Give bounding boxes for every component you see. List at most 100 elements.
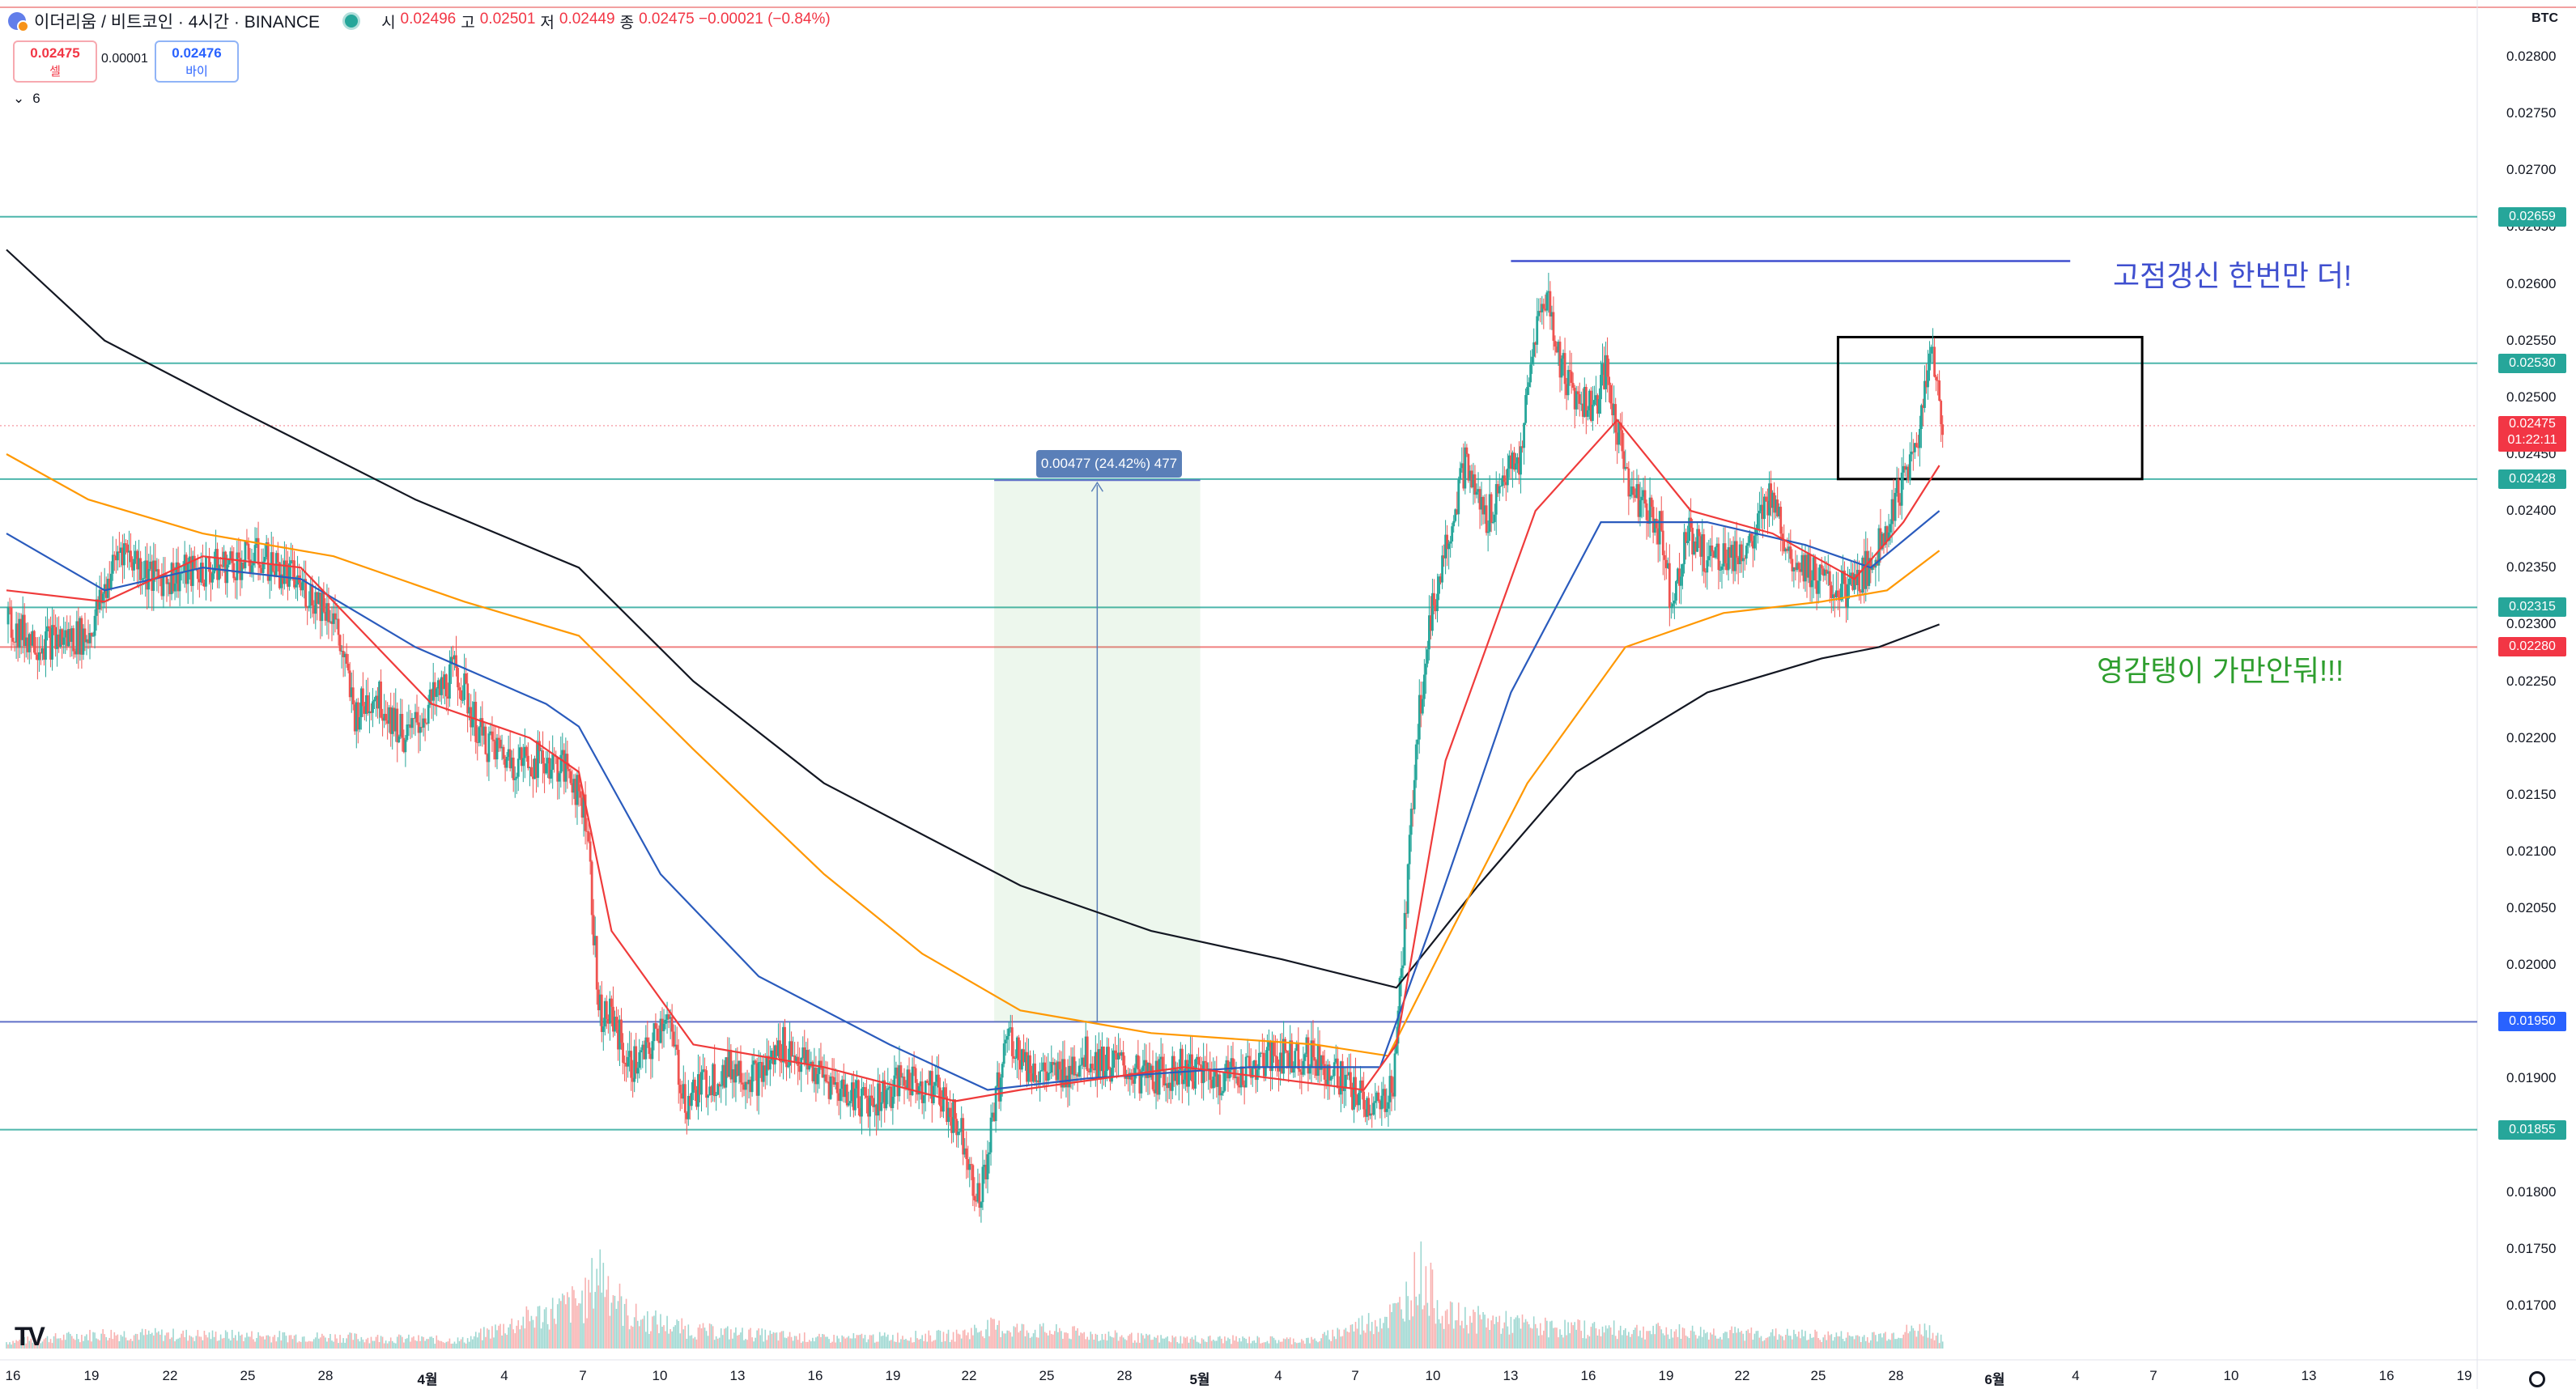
- candle-body: [793, 1055, 797, 1061]
- candle-body: [1528, 382, 1531, 388]
- volume-bar: [555, 1323, 557, 1349]
- volume-bar: [1147, 1335, 1149, 1349]
- volume-bar: [306, 1341, 308, 1349]
- measure-tool-label[interactable]: 0.00477 (24.42%) 477: [1036, 450, 1182, 478]
- high-label: 고: [461, 14, 475, 32]
- volume-bar: [370, 1336, 372, 1349]
- volume-bar: [506, 1335, 508, 1349]
- volume-bar: [1466, 1324, 1468, 1349]
- volume-bar: [848, 1336, 850, 1349]
- candle-body: [856, 1080, 858, 1089]
- volume-bar: [1216, 1340, 1218, 1349]
- volume-bar: [840, 1342, 841, 1349]
- axis-currency-label[interactable]: BTC: [2531, 11, 2558, 25]
- volume-bar: [317, 1332, 318, 1349]
- volume-bar: [1471, 1323, 1473, 1349]
- candle-body: [1308, 1067, 1311, 1074]
- candle-body: [401, 714, 404, 738]
- tradingview-logo[interactable]: TV: [15, 1322, 45, 1351]
- volume-bar: [334, 1334, 336, 1349]
- volume-bar: [780, 1331, 783, 1349]
- candle-body: [1369, 1113, 1372, 1116]
- annotation-note-top[interactable]: 고점갱신 한번만 더!: [2113, 259, 2352, 292]
- volume-bar: [1122, 1337, 1124, 1349]
- volume-bar: [1231, 1344, 1232, 1349]
- volume-bar: [408, 1334, 410, 1349]
- candle-body: [1573, 388, 1576, 410]
- eth-btc-coin-icon: [8, 12, 29, 32]
- candle-body: [1655, 518, 1658, 529]
- buy-button[interactable]: 0.02476 바이: [155, 40, 239, 83]
- volume-bar: [1430, 1262, 1432, 1349]
- candle-body: [1122, 1051, 1125, 1066]
- volume-bar: [1150, 1340, 1152, 1349]
- candle-body: [1241, 1066, 1244, 1085]
- candle-body: [782, 1026, 784, 1063]
- candle-body: [1882, 533, 1885, 546]
- candle-countdown: 01:22:11: [2507, 432, 2557, 447]
- volume-bar: [1866, 1337, 1868, 1349]
- time-tick-label: 22: [162, 1368, 178, 1383]
- candle-body: [311, 584, 314, 605]
- candle-body: [1898, 502, 1902, 506]
- candle-body: [419, 727, 422, 733]
- symbol-title[interactable]: 이더리움 / 비트코인 · 4시간 · BINANCE: [34, 13, 321, 32]
- volume-bar: [442, 1342, 444, 1349]
- volume-bar: [1896, 1339, 1898, 1349]
- candle-body: [1776, 499, 1779, 516]
- candle-body: [1287, 1052, 1290, 1068]
- volume-bar: [903, 1340, 905, 1349]
- volume-bar: [700, 1328, 703, 1349]
- volume-bar: [1646, 1331, 1647, 1349]
- volume-bar: [1930, 1338, 1932, 1349]
- indicators-toggle[interactable]: ⌄ 6: [13, 91, 40, 107]
- volume-bar: [1814, 1329, 1816, 1349]
- candle-body: [489, 731, 492, 734]
- candle-body: [1416, 739, 1419, 745]
- candle-body: [1361, 1080, 1363, 1092]
- candle-body: [947, 1107, 950, 1122]
- price-tick-label: 0.01750: [2506, 1240, 2557, 1256]
- candle-body: [1581, 403, 1584, 417]
- candle-body: [468, 707, 471, 714]
- volume-bar: [171, 1337, 172, 1349]
- candle-body: [1743, 558, 1746, 559]
- candle-body: [332, 613, 335, 624]
- volume-bar: [1252, 1340, 1254, 1349]
- annotation-note-bottom[interactable]: 영감탱이 가만안둬!!!: [2097, 654, 2344, 687]
- volume-bar: [219, 1334, 222, 1349]
- candle-body: [288, 563, 291, 587]
- candle-body: [975, 1200, 978, 1202]
- candle-body: [927, 1082, 930, 1085]
- candle-body: [1249, 1068, 1252, 1078]
- volume-bar: [400, 1335, 402, 1349]
- volume-bar: [1524, 1319, 1527, 1349]
- volume-bar: [1324, 1332, 1325, 1349]
- volume-bar: [801, 1341, 804, 1349]
- price-tick-label: 0.02600: [2506, 275, 2557, 291]
- volume-bar: [403, 1342, 405, 1349]
- volume-bar: [1441, 1315, 1443, 1349]
- candle-body: [1830, 585, 1833, 598]
- market-status-icon[interactable]: [342, 12, 361, 30]
- volume-bar: [1906, 1324, 1908, 1349]
- sell-price: 0.02475: [30, 45, 80, 61]
- volume-bar: [285, 1336, 287, 1349]
- price-tick-label: 0.01800: [2506, 1183, 2557, 1200]
- volume-bar: [576, 1306, 578, 1349]
- candle-body: [731, 1069, 734, 1080]
- candle-body: [1565, 384, 1568, 396]
- sell-button[interactable]: 0.02475 셀: [13, 40, 97, 83]
- gear-icon[interactable]: [2529, 1371, 2545, 1387]
- candle-body: [1813, 557, 1817, 581]
- volume-bar: [432, 1338, 435, 1349]
- candle-body: [1518, 457, 1520, 475]
- candle-body: [1645, 503, 1648, 520]
- candle-body: [592, 915, 595, 945]
- volume-bar: [1891, 1333, 1893, 1349]
- candle-body: [1515, 463, 1517, 470]
- volume-bar: [1917, 1331, 1919, 1349]
- candle-body: [1868, 558, 1871, 586]
- time-tick-label: 22: [1734, 1368, 1750, 1383]
